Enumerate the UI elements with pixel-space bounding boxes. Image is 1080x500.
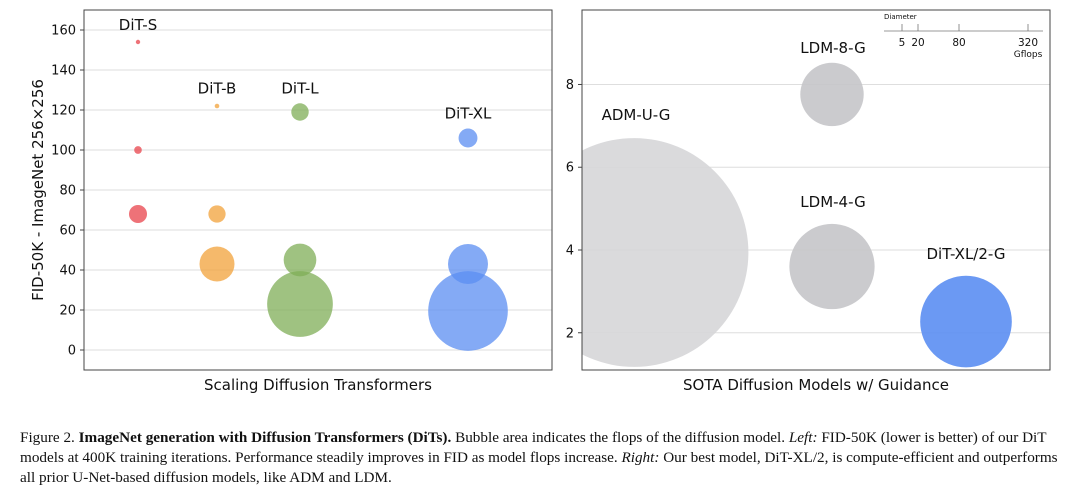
right-y-tick-label: 6 — [566, 161, 574, 176]
bubble-label: DiT-XL/2-G — [927, 245, 1006, 263]
caption-figure-label: Figure 2. — [20, 429, 75, 446]
left-y-tick-label: 100 — [51, 144, 76, 159]
bubble-dit-b — [208, 205, 226, 223]
bubble-label: LDM-4-G — [800, 193, 865, 211]
bubble-dit-s — [135, 39, 141, 45]
bubble-dit-xl — [448, 244, 488, 284]
caption-text-1: Bubble area indicates the flops of the d… — [455, 429, 786, 446]
bubble-dit-b — [214, 103, 220, 109]
series-label: DiT-L — [281, 79, 319, 97]
right-bubble-labels: ADM-U-G LDM-8-G LDM-4-G DiT-XL/2-G — [602, 39, 1006, 263]
left-y-tick-label: 120 — [51, 104, 76, 119]
left-y-tick-label: 160 — [51, 24, 76, 39]
left-y-tick-label: 140 — [51, 64, 76, 79]
bubble-dit-b — [199, 246, 235, 282]
size-legend-unit: Gflops — [1014, 50, 1043, 60]
bubble-dit-xl-2-g — [920, 275, 1012, 368]
right-y-ticks: 2 4 6 8 — [566, 78, 582, 341]
bubble-adm-u-g — [582, 138, 749, 367]
series-label: DiT-S — [119, 16, 157, 34]
size-legend-tick-label: 320 — [1018, 37, 1038, 49]
bubble-dit-l — [291, 103, 309, 121]
caption-text-2: FID-50K (lower is better) of our DiT mod… — [20, 429, 1047, 466]
caption-text-3: Our best model, DiT-XL/2, is compute-eff… — [20, 449, 1058, 486]
left-y-tick-label: 40 — [59, 264, 76, 279]
bubble-dit-s — [128, 204, 148, 224]
size-legend-tick-label: 80 — [952, 37, 965, 49]
size-legend-ticks: 5 20 80 320 — [899, 24, 1038, 49]
bubble-ldm-8-g — [800, 62, 864, 127]
size-legend-tick-label: 5 — [899, 37, 906, 49]
left-y-tick-label: 60 — [59, 224, 76, 239]
right-bubbles — [582, 62, 1012, 368]
left-y-ticks: 0 20 40 60 80 100 120 140 160 — [51, 24, 84, 359]
bubble-dit-s — [134, 146, 142, 154]
size-legend: Diameter 5 20 80 320 Gflops — [884, 13, 1043, 60]
left-grid — [84, 29, 552, 351]
bubble-dit-l — [267, 271, 333, 337]
bubble-ldm-4-g — [789, 223, 875, 310]
caption-left-label: Left: — [788, 429, 818, 446]
caption-title: ImageNet generation with Diffusion Trans… — [78, 429, 452, 446]
bubble-label: ADM-U-G — [602, 106, 671, 124]
left-y-tick-label: 80 — [59, 184, 76, 199]
bubble-label: LDM-8-G — [800, 39, 865, 57]
right-x-axis-label: SOTA Diffusion Models w/ Guidance — [683, 376, 949, 394]
right-plot-frame — [581, 9, 1051, 371]
bubble-dit-xl — [458, 128, 478, 148]
bubble-dit-xl — [428, 271, 508, 351]
bubble-dit-l — [283, 243, 317, 277]
series-label: DiT-B — [198, 80, 237, 98]
right-y-tick-label: 8 — [566, 78, 574, 93]
series-label: DiT-XL — [445, 105, 492, 123]
left-x-axis-label: Scaling Diffusion Transformers — [204, 376, 432, 394]
left-series-labels: DiT-S DiT-B DiT-L DiT-XL — [119, 16, 492, 123]
left-y-axis-label: FID-50K - ImageNet 256×256 — [29, 79, 47, 301]
size-legend-tick-label: 20 — [911, 37, 924, 49]
size-legend-title: Diameter — [884, 13, 917, 21]
left-y-tick-label: 20 — [59, 304, 76, 319]
right-y-tick-label: 2 — [566, 326, 574, 341]
right-y-tick-label: 4 — [566, 244, 574, 259]
left-bubbles — [128, 39, 508, 351]
figure-caption: Figure 2. ImageNet generation with Diffu… — [20, 428, 1065, 488]
caption-right-label: Right: — [621, 449, 660, 466]
right-chart: 2 4 6 8 ADM-U-G LDM-8-G LDM-4-G DiT-XL/2-G SOT… — [566, 9, 1051, 394]
left-y-tick-label: 0 — [68, 344, 76, 359]
